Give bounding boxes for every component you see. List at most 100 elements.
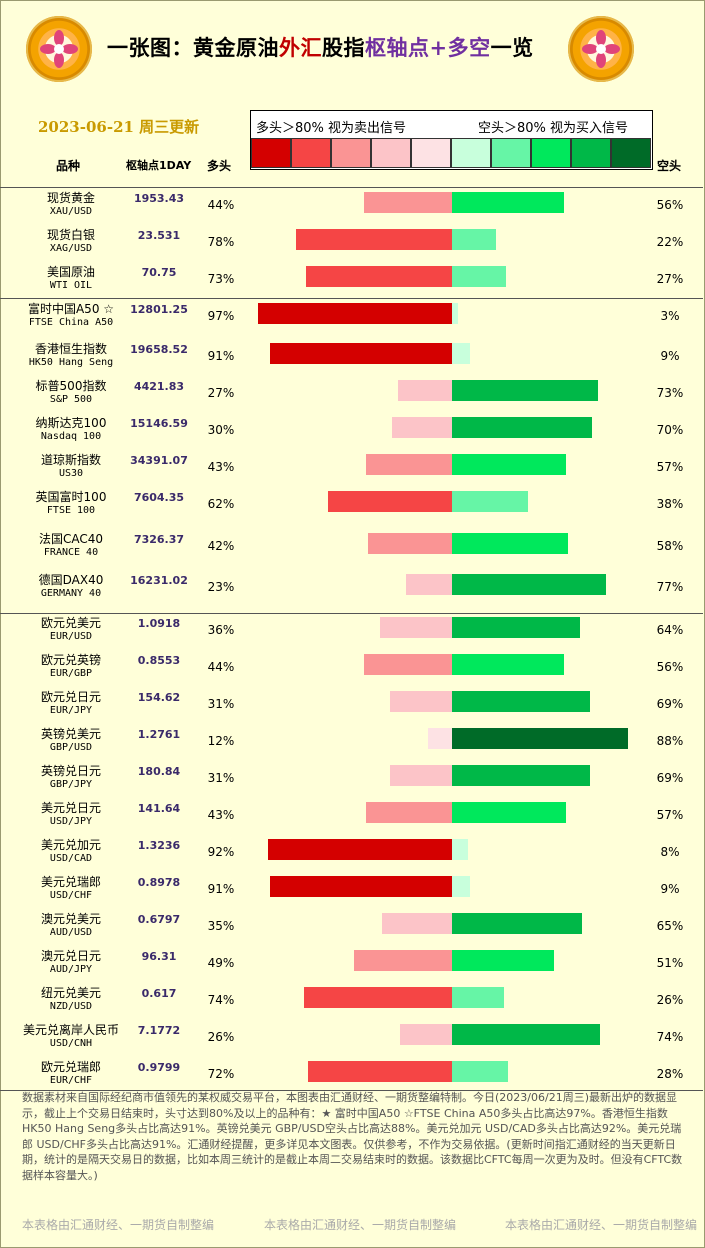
column-header-short: 空头	[657, 159, 682, 173]
short-bar	[452, 229, 496, 250]
pivot-value: 7.1772	[137, 1024, 181, 1037]
pivot-value: 70.75	[141, 266, 177, 279]
instrument-cn: 香港恒生指数	[34, 342, 107, 356]
table-row: 香港恒生指数 HK50 Hang Seng 19658.52 91% 9%	[0, 340, 703, 377]
description-note: 数据素材来自国际经纪商市值领先的某权威交易平台，本图表由汇通财经、一期货整编特制…	[22, 1091, 683, 1182]
long-percent: 78%	[207, 235, 235, 249]
long-percent: 72%	[207, 1067, 235, 1081]
instrument-cn: 美元兑离岸人民币	[22, 1023, 119, 1037]
long-bar	[354, 950, 452, 971]
instrument-name: 法国CAC40 FRANCE 40	[0, 532, 142, 560]
instrument-name: 澳元兑美元 AUD/USD	[0, 912, 142, 940]
long-percent: 91%	[207, 349, 235, 363]
long-bar	[368, 533, 452, 554]
short-percent: 77%	[656, 580, 684, 594]
title-part: 一览	[490, 35, 534, 60]
long-bar	[390, 691, 452, 712]
long-bar	[270, 343, 452, 364]
title-part: 一张图：黄金原油	[107, 35, 279, 60]
instrument-en: XAU/USD	[49, 206, 93, 217]
short-percent: 88%	[656, 734, 684, 748]
short-percent: 57%	[656, 808, 684, 822]
instrument-name: 现货黄金 XAU/USD	[0, 191, 142, 219]
table-row: 澳元兑日元 AUD/JPY 96.31 49% 51%	[0, 947, 703, 984]
instrument-name: 德国DAX40 GERMANY 40	[0, 573, 142, 601]
instrument-name: 欧元兑美元 EUR/USD	[0, 616, 142, 644]
table-row: 法国CAC40 FRANCE 40 7326.37 42% 58%	[0, 530, 703, 567]
legend-short-signal: 空头＞80% 视为买入信号	[478, 121, 629, 136]
instrument-cn: 欧元兑瑞郎	[40, 1060, 101, 1074]
pivot-value: 96.31	[141, 950, 177, 963]
short-bar	[452, 691, 590, 712]
instrument-name: 美元兑瑞郎 USD/CHF	[0, 875, 142, 903]
table-row: 英国富时100 FTSE 100 7604.35 62% 38%	[0, 488, 703, 525]
instrument-cn: 标普500指数	[35, 379, 107, 393]
pivot-value: 7604.35	[133, 491, 185, 504]
instrument-en: XAG/USD	[49, 243, 93, 254]
long-percent: 31%	[207, 697, 235, 711]
logo-right	[568, 16, 634, 82]
table-row: 美元兑瑞郎 USD/CHF 0.8978 91% 9%	[0, 873, 703, 910]
short-bar	[452, 913, 582, 934]
short-bar	[452, 987, 504, 1008]
instrument-en: AUD/USD	[49, 927, 93, 938]
pivot-value: 141.64	[137, 802, 181, 815]
instrument-name: 英镑兑日元 GBP/JPY	[0, 764, 142, 792]
table-row: 现货白银 XAG/USD 23.531 78% 22%	[0, 226, 703, 263]
long-bar	[364, 654, 452, 675]
instrument-cn: 英国富时100	[35, 490, 107, 504]
instrument-en: GBP/USD	[49, 742, 93, 753]
instrument-en: NZD/USD	[49, 1001, 93, 1012]
short-bar	[452, 950, 554, 971]
logo-left	[26, 16, 92, 82]
instrument-cn: 英镑兑美元	[40, 727, 101, 741]
instrument-cn: 富时中国A50 ☆	[27, 302, 115, 316]
instrument-name: 纳斯达克100 Nasdaq 100	[0, 416, 142, 444]
short-percent: 28%	[656, 1067, 684, 1081]
short-percent: 38%	[656, 497, 684, 511]
table-row: 纳斯达克100 Nasdaq 100 15146.59 30% 70%	[0, 414, 703, 451]
instrument-en: FTSE 100	[46, 505, 96, 516]
instrument-cn: 澳元兑日元	[40, 949, 101, 963]
instrument-en: HK50 Hang Seng	[28, 357, 114, 368]
legend-swatch	[491, 138, 531, 168]
instrument-cn: 欧元兑英镑	[40, 653, 101, 667]
long-percent: 91%	[207, 882, 235, 896]
instrument-name: 道琼斯指数 US30	[0, 453, 142, 481]
long-bar	[428, 728, 452, 749]
legend-swatch	[251, 138, 291, 168]
pivot-value: 1.3236	[137, 839, 181, 852]
short-percent: 9%	[660, 882, 680, 896]
short-bar	[452, 728, 628, 749]
legend-swatch	[291, 138, 331, 168]
instrument-en: FTSE China A50	[28, 317, 114, 328]
pivot-value: 180.84	[137, 765, 181, 778]
short-percent: 64%	[656, 623, 684, 637]
short-percent: 69%	[656, 771, 684, 785]
long-bar	[390, 765, 452, 786]
instrument-en: US30	[58, 468, 84, 479]
short-bar	[452, 1024, 600, 1045]
short-percent: 74%	[656, 1030, 684, 1044]
long-bar	[270, 876, 452, 897]
short-percent: 22%	[656, 235, 684, 249]
short-percent: 9%	[660, 349, 680, 363]
long-percent: 43%	[207, 808, 235, 822]
short-percent: 56%	[656, 660, 684, 674]
instrument-en: Nasdaq 100	[40, 431, 102, 442]
update-date: 2023-06-21 周三更新	[38, 118, 200, 136]
column-header-long: 多头	[207, 159, 232, 173]
long-bar	[366, 802, 452, 823]
pivot-value: 0.8978	[137, 876, 181, 889]
long-percent: 12%	[207, 734, 235, 748]
instrument-en: S&P 500	[49, 394, 93, 405]
long-percent: 30%	[207, 423, 235, 437]
section-divider	[0, 187, 703, 188]
long-bar	[364, 192, 452, 213]
long-bar	[380, 617, 452, 638]
long-bar	[308, 1061, 452, 1082]
short-percent: 73%	[656, 386, 684, 400]
footer-credit: 本表格由汇通财经、一期货自制整编	[22, 1218, 215, 1232]
instrument-en: USD/CAD	[49, 853, 93, 864]
pivot-value: 0.9799	[137, 1061, 181, 1074]
